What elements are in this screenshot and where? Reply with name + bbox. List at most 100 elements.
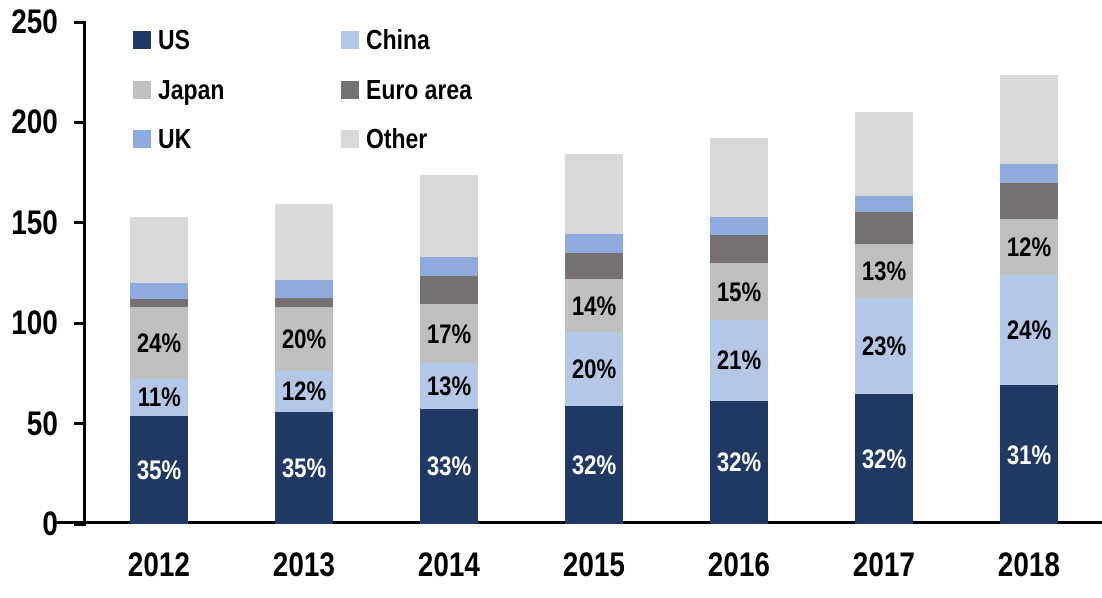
y-axis-tick	[74, 522, 86, 526]
text: 32%	[716, 447, 762, 478]
bar-segment-japan-2015	[565, 279, 623, 333]
bar-segment-other-2015	[565, 153, 623, 234]
bar-label-japan-2017: 13%	[845, 256, 923, 286]
bar-label-us-2017: 32%	[845, 444, 923, 474]
bar-segment-uk-2015	[565, 233, 623, 253]
bar-label-us-2018: 31%	[990, 440, 1068, 470]
y-axis-tick	[74, 20, 86, 24]
y-axis-line	[83, 22, 86, 524]
x-axis-label-2015: 2015	[534, 548, 654, 582]
text: 13%	[426, 370, 472, 401]
bar-segment-us-2012	[130, 415, 188, 524]
text: UK	[158, 123, 192, 154]
text: 24%	[136, 328, 182, 359]
x-axis-label-2012: 2012	[99, 548, 219, 582]
bar-segment-euro-area-2018	[1000, 182, 1058, 219]
text: Japan	[158, 74, 225, 105]
text: 200	[11, 103, 58, 142]
bar-label-us-2016: 32%	[700, 447, 778, 477]
bar-segment-other-2014	[420, 174, 478, 257]
legend-label-us: US	[158, 25, 197, 55]
text: 2015	[562, 546, 626, 584]
bar-segment-japan-2018	[1000, 218, 1058, 275]
bar-label-china-2018: 24%	[990, 315, 1068, 345]
bar-segment-japan-2014	[420, 304, 478, 364]
x-axis-label-2018: 2018	[969, 548, 1089, 582]
legend-swatch-china	[341, 31, 359, 49]
y-axis-tick-label: 0	[0, 507, 58, 541]
text: 2016	[707, 546, 771, 584]
legend-swatch-uk	[133, 130, 151, 148]
text: 32%	[861, 444, 907, 475]
text: US	[158, 24, 190, 55]
legend-label-china: China	[366, 25, 444, 55]
text: 15%	[716, 276, 762, 307]
text: 33%	[426, 451, 472, 482]
bar-segment-uk-2016	[710, 216, 768, 235]
text: 31%	[1006, 439, 1052, 470]
bar-segment-japan-2012	[130, 307, 188, 380]
bar-label-china-2012: 11%	[120, 382, 198, 412]
bar-segment-euro-area-2017	[855, 211, 913, 244]
text: 20%	[281, 324, 327, 355]
bar-segment-china-2013	[275, 371, 333, 412]
bar-segment-us-2016	[710, 400, 768, 524]
legend-swatch-other	[341, 130, 359, 148]
legend-label-other: Other	[366, 124, 441, 154]
bar-segment-us-2015	[565, 405, 623, 524]
x-axis-label-2013: 2013	[244, 548, 364, 582]
text: 32%	[571, 449, 617, 480]
bar-label-us-2012: 35%	[120, 455, 198, 485]
bar-label-japan-2015: 14%	[555, 291, 633, 321]
legend-swatch-japan	[133, 81, 151, 99]
text: 12%	[1006, 231, 1052, 262]
bar-segment-other-2016	[710, 138, 768, 217]
bar-segment-us-2013	[275, 411, 333, 524]
y-axis-tick	[74, 321, 86, 325]
text: Other	[366, 123, 428, 154]
text: 2013	[272, 546, 336, 584]
bar-label-japan-2012: 24%	[120, 328, 198, 358]
y-axis-tick	[74, 221, 86, 225]
legend-label-euro-area: Euro area	[366, 75, 495, 105]
bar-segment-euro-area-2013	[275, 298, 333, 308]
text: China	[366, 24, 430, 55]
bar-label-china-2015: 20%	[555, 354, 633, 384]
bar-segment-uk-2013	[275, 280, 333, 299]
bar-segment-china-2012	[130, 379, 188, 416]
bar-label-china-2017: 23%	[845, 331, 923, 361]
bar-segment-japan-2013	[275, 307, 333, 372]
y-axis-tick	[74, 422, 86, 426]
y-axis-tick-label: 250	[0, 5, 58, 39]
text: 13%	[861, 255, 907, 286]
bar-segment-other-2018	[1000, 75, 1058, 164]
bar-label-china-2013: 12%	[265, 376, 343, 406]
bar-segment-uk-2018	[1000, 163, 1058, 183]
bar-label-japan-2013: 20%	[265, 324, 343, 354]
bar-segment-us-2017	[855, 394, 913, 524]
text: 14%	[571, 290, 617, 321]
bar-segment-other-2013	[275, 203, 333, 281]
bar-segment-us-2018	[1000, 385, 1058, 524]
x-axis-label-2017: 2017	[824, 548, 944, 582]
text: 2014	[417, 546, 481, 584]
text: 35%	[281, 452, 327, 483]
bar-segment-other-2012	[130, 216, 188, 284]
text: 17%	[426, 318, 472, 349]
text: 250	[11, 3, 58, 41]
bar-segment-china-2016	[710, 320, 768, 401]
bar-segment-japan-2017	[855, 243, 913, 299]
legend-label-japan: Japan	[158, 75, 239, 105]
bar-segment-china-2015	[565, 332, 623, 406]
bar-segment-china-2017	[855, 298, 913, 395]
bar-label-japan-2016: 15%	[700, 277, 778, 307]
bar-segment-other-2017	[855, 112, 913, 196]
bar-segment-uk-2017	[855, 195, 913, 212]
text: 23%	[861, 331, 907, 362]
text: 11%	[137, 382, 181, 413]
bar-label-china-2016: 21%	[700, 345, 778, 375]
text: 0	[42, 505, 58, 543]
bar-segment-uk-2012	[130, 283, 188, 300]
y-axis-tick-label: 50	[0, 407, 58, 441]
y-axis-tick-label: 150	[0, 206, 58, 240]
